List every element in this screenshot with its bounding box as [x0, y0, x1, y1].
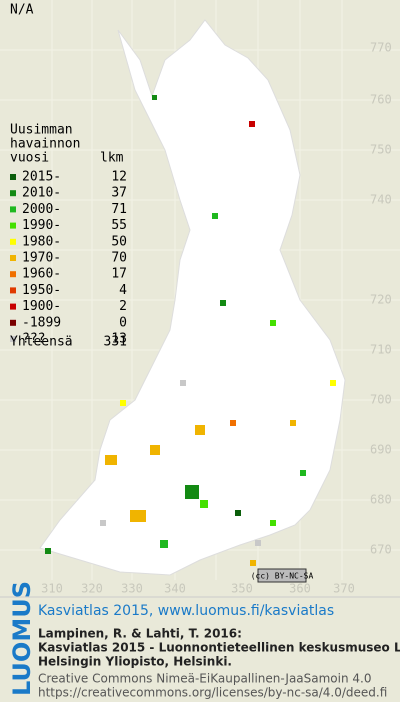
- easting-label: 360: [289, 582, 311, 596]
- license-badge-text: (cc) BY-NC-SA: [251, 572, 314, 581]
- legend-title: havainnon: [10, 137, 80, 152]
- northing-label: 680: [370, 493, 392, 507]
- citation-line: Kasviatlas 2015 - Luonnontieteellinen ke…: [38, 641, 400, 655]
- northing-label: 700: [370, 393, 392, 407]
- northing-label: 750: [370, 143, 392, 157]
- northing-label: 770: [370, 41, 392, 55]
- easting-label: 330: [121, 582, 143, 596]
- legend-total: 331: [104, 335, 127, 350]
- easting-label: 340: [164, 582, 186, 596]
- legend-count: 17: [111, 267, 127, 282]
- legend-count: 50: [111, 234, 127, 249]
- legend-count: 37: [111, 186, 127, 201]
- legend-swatch: [10, 238, 16, 245]
- citation-line: Helsingin Yliopisto, Helsinki.: [38, 655, 232, 669]
- legend-swatch: [10, 206, 16, 213]
- legend-count: 55: [111, 218, 127, 233]
- license-badge: [257, 568, 307, 583]
- northing-label: 720: [370, 293, 392, 307]
- legend-count: 13: [111, 332, 127, 347]
- logo: LUOMUS: [8, 581, 36, 696]
- legend-swatch: [10, 319, 16, 326]
- legend-swatch: [10, 287, 16, 294]
- legend-swatch: [10, 190, 16, 197]
- legend-count: 70: [111, 251, 127, 266]
- easting-label: 370: [333, 582, 355, 596]
- footer-heading: Kasviatlas 2015, www.luomus.fi/kasviatla…: [38, 603, 334, 619]
- legend-label: 1990-: [22, 218, 61, 233]
- legend-swatch: [10, 222, 16, 229]
- legend-title: Uusimman: [10, 123, 73, 138]
- legend-title: vuosi: [10, 151, 49, 166]
- legend-label: -1899: [22, 315, 61, 330]
- legend-label: 2015-: [22, 170, 61, 185]
- legend-swatch: [10, 271, 16, 278]
- legend-swatch: [10, 336, 16, 342]
- legend-count: 71: [111, 202, 127, 217]
- legend-count-header: lkm: [100, 151, 124, 166]
- legend-label: 2000-: [22, 202, 61, 217]
- northing-label: 670: [370, 543, 392, 557]
- legend-swatch: [10, 255, 16, 261]
- easting-label: 350: [231, 582, 253, 596]
- legend-label: 2010-: [22, 186, 61, 201]
- legend-count: 4: [119, 283, 127, 298]
- northing-labels: 770 760 750 740 720 710 700 690 680 670: [370, 41, 392, 557]
- citation-line: Lampinen, R. & Lahti, T. 2016:: [38, 627, 242, 641]
- legend-count: 0: [119, 315, 127, 330]
- legend-total-label: Yhteensä: [10, 335, 73, 350]
- northing-label: 690: [370, 443, 392, 457]
- legend-label: 1970-: [22, 251, 61, 266]
- easting-label: 320: [81, 582, 103, 596]
- legend-label: 1960-: [22, 267, 61, 282]
- legend-count: 12: [111, 170, 127, 185]
- legend-label: 1980-: [22, 234, 61, 249]
- legend-count: 2: [119, 299, 127, 314]
- legend-swatch: [10, 303, 16, 310]
- legend-swatch: [10, 174, 16, 180]
- legend-label: ???: [22, 332, 45, 347]
- northing-label: 760: [370, 93, 392, 107]
- easting-labels: 310 320 330 340 350 360 370: [41, 582, 355, 596]
- license-line: Creative Commons Nimeä-EiKaupallinen-Jaa…: [38, 672, 372, 686]
- observation-squares: [45, 95, 336, 566]
- northing-label: 740: [370, 193, 392, 207]
- northing-label: 710: [370, 343, 392, 357]
- legend-label: 1950-: [22, 283, 61, 298]
- license-line: https://creativecommons.org/licenses/by-…: [38, 686, 387, 700]
- legend-label: 1900-: [22, 299, 61, 314]
- easting-label: 310: [41, 582, 63, 596]
- corner-label: N/A: [10, 3, 34, 18]
